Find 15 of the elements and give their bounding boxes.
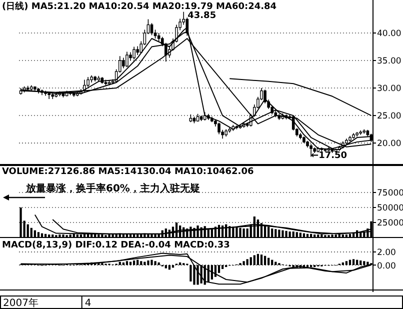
chart-title: (日线) MA5:21.20 MA10:20.54 MA20:19.79 MA60:24.84: [2, 1, 277, 12]
chart-title: VOLUME:27126.86 MA5:14130.04 MA10:10462.06: [2, 167, 254, 177]
annotation: ←17.50: [311, 150, 348, 161]
x-tick-label: 4: [84, 298, 92, 309]
x-tick-label: 2007年: [3, 297, 38, 309]
y-tick-label: 40.00: [377, 29, 402, 40]
y-tick-label: 30.00: [377, 84, 402, 94]
annotation: 43.85: [188, 10, 216, 21]
annotation: 放量暴涨，换手率60%，主力入驻无疑: [25, 182, 200, 194]
y-tick-label: 25.00: [377, 112, 402, 122]
y-tick-label: 0.00: [377, 261, 396, 272]
y-tick-label: 2.00: [377, 248, 396, 258]
chart-title: MACD(8,13,9) DIF:0.12 DEA:-0.04 MACD:0.33: [2, 240, 230, 250]
y-tick-label: 20.00: [377, 139, 402, 150]
y-tick-label: 35.00: [377, 56, 402, 67]
